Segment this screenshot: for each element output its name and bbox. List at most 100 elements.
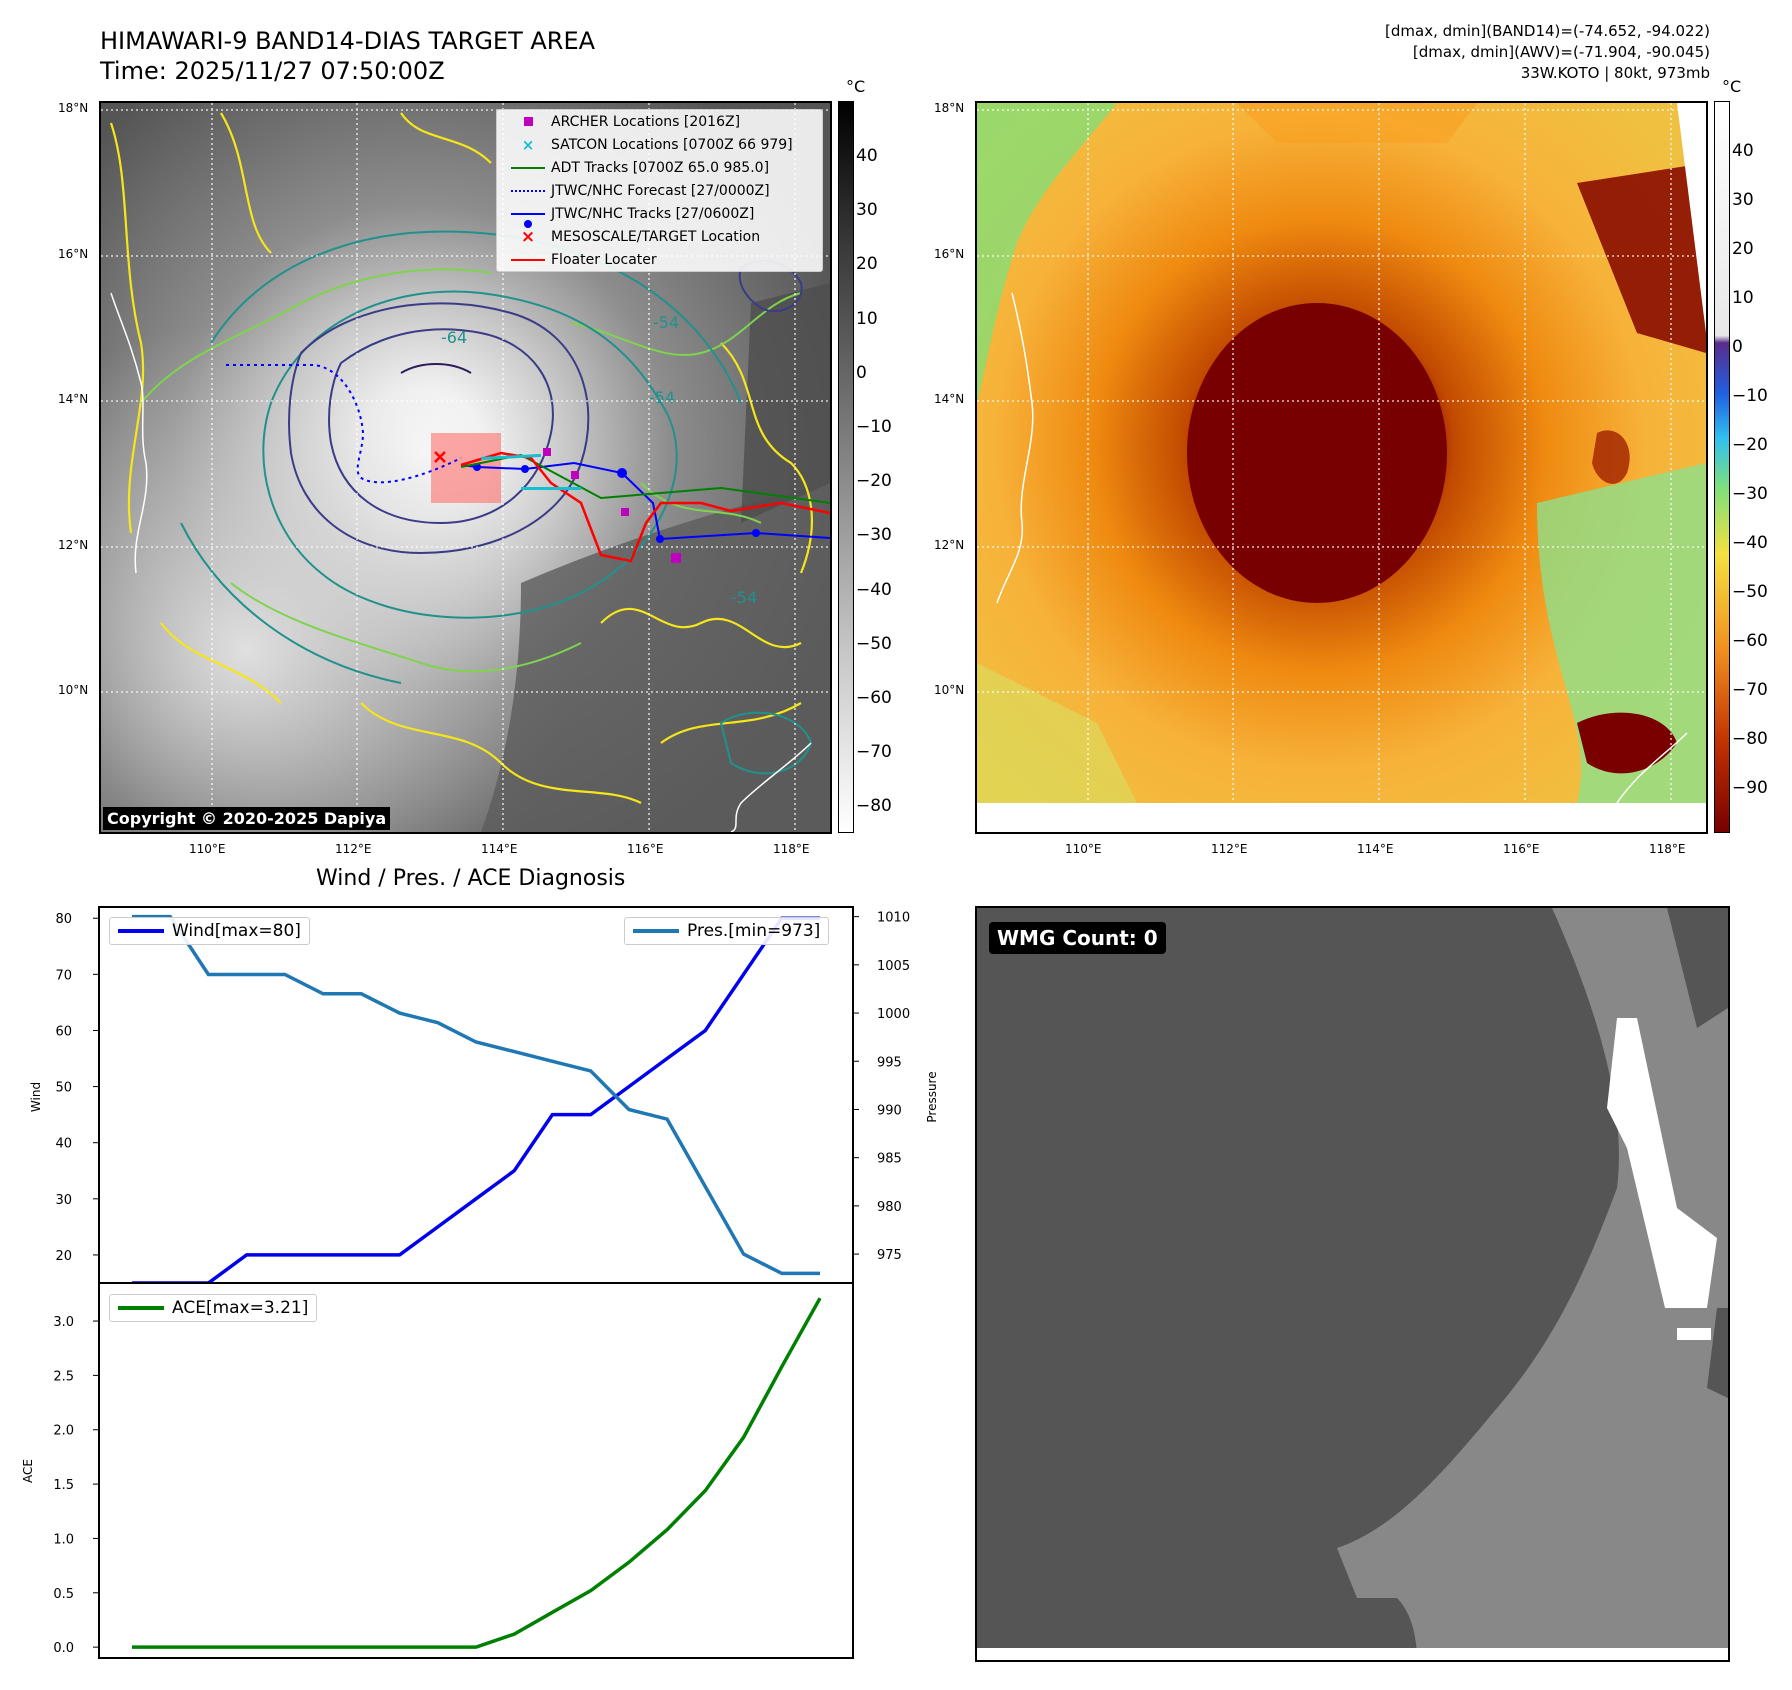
colorbar-tick: −90 bbox=[1732, 778, 1768, 798]
legend-jtwc: JTWC/NHC Tracks [27/0600Z] bbox=[497, 202, 822, 228]
meta-band14-range: [dmax, dmin](BAND14)=(-74.652, -94.022) bbox=[1385, 22, 1710, 40]
colorbar-tick: −80 bbox=[856, 796, 892, 817]
lat-tick: 14°N bbox=[934, 392, 965, 406]
lon-tick: 118°E bbox=[773, 842, 810, 856]
awv-map-panel bbox=[975, 101, 1708, 834]
pressure-tick-label: 980 bbox=[877, 1200, 902, 1215]
colorbar-tick: −40 bbox=[1732, 533, 1768, 553]
colorbar-tick: −20 bbox=[856, 471, 892, 492]
lat-tick: 12°N bbox=[934, 538, 965, 552]
colorbar-tick: 10 bbox=[1732, 288, 1754, 308]
wind-tick-label: 80 bbox=[55, 912, 72, 927]
lat-tick: 10°N bbox=[934, 683, 965, 697]
colorbar-tick: −40 bbox=[856, 579, 892, 600]
colorbar-tick: −10 bbox=[1732, 386, 1768, 406]
forecast-track bbox=[226, 364, 462, 484]
wmg-image bbox=[977, 908, 1728, 1660]
legend-adt: ADT Tracks [0700Z 65.0 985.0] bbox=[497, 156, 822, 179]
pressure-tick-label: 1000 bbox=[877, 1007, 910, 1022]
colorbar-tick: 40 bbox=[856, 146, 878, 166]
colorbar-tick: 30 bbox=[856, 200, 878, 221]
adt-track bbox=[460, 453, 830, 504]
wind-tick-label: 60 bbox=[55, 1024, 72, 1039]
ace-tick-label: 0.0 bbox=[53, 1641, 74, 1656]
colorbar-tick: 0 bbox=[856, 362, 867, 383]
colorbar-right bbox=[1714, 101, 1730, 833]
wmg-count-badge: WMG Count: 0 bbox=[989, 922, 1166, 954]
ace-legend: ACE[max=3.21] bbox=[109, 1294, 318, 1322]
copyright-label: Copyright © 2020-2025 Dapiya bbox=[103, 807, 391, 830]
pressure-tick-label: 985 bbox=[877, 1152, 902, 1167]
lat-tick: 14°N bbox=[58, 392, 89, 406]
lon-tick: 110°E bbox=[189, 842, 226, 856]
lon-tick: 116°E bbox=[627, 842, 664, 856]
colorbar-right-unit: °C bbox=[1722, 77, 1742, 96]
pressure-axis-label: Pressure bbox=[925, 1071, 939, 1122]
diagnosis-title: Wind / Pres. / ACE Diagnosis bbox=[316, 866, 626, 891]
colorbar-tick: −70 bbox=[856, 742, 892, 763]
pressure-legend: Pres.[min=973] bbox=[624, 917, 830, 945]
colorbar-tick: −60 bbox=[856, 688, 892, 708]
colorbar-tick: 30 bbox=[1732, 190, 1754, 210]
meta-storm-info: 33W.KOTO | 80kt, 973mb bbox=[1520, 64, 1710, 82]
colorbar-tick: −10 bbox=[856, 417, 892, 437]
lon-tick: 110°E bbox=[1065, 842, 1102, 856]
wind-tick-label: 20 bbox=[55, 1249, 72, 1264]
pressure-tick-label: 995 bbox=[877, 1055, 902, 1070]
colorbar-left-unit: °C bbox=[846, 77, 866, 96]
colorbar-tick: 0 bbox=[1732, 337, 1743, 357]
wind-series-line bbox=[132, 916, 820, 1285]
lat-tick: 18°N bbox=[58, 101, 89, 115]
colorbar-tick: −50 bbox=[856, 633, 892, 654]
wind-legend: Wind[max=80] bbox=[109, 917, 310, 945]
awv-map-image bbox=[977, 103, 1706, 832]
lat-tick: 10°N bbox=[58, 683, 89, 697]
legend-floater: Floater Locater bbox=[497, 248, 822, 271]
ace-chart: 0.0 0.5 1.0 1.5 2.0 2.5 3.0 ACE bbox=[21, 1282, 854, 1659]
colorbar-tick: −60 bbox=[1732, 631, 1768, 651]
wmg-panel: WMG Count: 0 bbox=[975, 906, 1730, 1662]
lat-tick: 16°N bbox=[934, 247, 965, 261]
wind-tick-label: 40 bbox=[55, 1137, 72, 1152]
pressure-tick-label: 990 bbox=[877, 1103, 902, 1118]
colorbar-tick: −50 bbox=[1732, 582, 1768, 602]
colorbar-tick: −20 bbox=[1732, 435, 1768, 455]
floater-track bbox=[460, 451, 830, 563]
lon-tick: 118°E bbox=[1649, 842, 1686, 856]
ace-tick-label: 0.5 bbox=[53, 1587, 74, 1602]
ace-tick-label: 1.0 bbox=[53, 1532, 74, 1547]
lon-tick: 116°E bbox=[1503, 842, 1540, 856]
ir-map-panel: -64 -54 -54 -54 bbox=[99, 101, 832, 834]
colorbar-tick: −30 bbox=[1732, 484, 1768, 504]
legend-mesoscale: × MESOSCALE/TARGET Location bbox=[520, 226, 761, 247]
track-legend: ARCHER Locations [2016Z] × SATCON Locati… bbox=[496, 109, 823, 272]
contour-label: -54 bbox=[731, 588, 757, 607]
wind-axis-label: Wind bbox=[29, 1082, 43, 1112]
pressure-tick-label: 1010 bbox=[877, 911, 910, 926]
lon-tick: 114°E bbox=[1357, 842, 1394, 856]
colorbar-tick: −70 bbox=[1732, 680, 1768, 700]
colorbar-tick: 20 bbox=[1732, 239, 1754, 259]
colorbar-tick: 40 bbox=[1732, 141, 1754, 161]
ace-tick-label: 1.5 bbox=[53, 1478, 74, 1493]
pressure-tick-label: 1005 bbox=[877, 959, 910, 974]
legend-forecast: JTWC/NHC Forecast [27/0000Z] bbox=[497, 179, 822, 202]
lon-tick: 112°E bbox=[335, 842, 372, 856]
contour-label: -54 bbox=[649, 388, 675, 407]
wind-tick-label: 30 bbox=[55, 1193, 72, 1208]
pressure-tick-label: 975 bbox=[877, 1248, 902, 1263]
contour-label: -64 bbox=[441, 328, 467, 347]
lat-tick: 16°N bbox=[58, 247, 89, 261]
meta-awv-range: [dmax, dmin](AWV)=(-71.904, -90.045) bbox=[1412, 43, 1710, 61]
legend-archer: ARCHER Locations [2016Z] bbox=[497, 110, 822, 133]
colorbar-tick: 10 bbox=[856, 308, 878, 329]
figure-title-line2: Time: 2025/11/27 07:50:00Z bbox=[100, 57, 445, 85]
ace-series-line bbox=[132, 1297, 822, 1649]
figure-title-line1: HIMAWARI-9 BAND14-DIAS TARGET AREA bbox=[100, 27, 596, 55]
wind-tick-label: 50 bbox=[55, 1081, 72, 1096]
colorbar-tick: 20 bbox=[856, 254, 878, 275]
wind-pressure-chart: 20 30 40 50 60 70 80 975 980 985 990 995 1000 1005 10… bbox=[29, 906, 939, 1285]
legend-satcon: × SATCON Locations [0700Z 66 979] bbox=[521, 135, 793, 154]
lat-tick: 12°N bbox=[58, 538, 89, 552]
ace-axis-label: ACE bbox=[21, 1459, 35, 1483]
